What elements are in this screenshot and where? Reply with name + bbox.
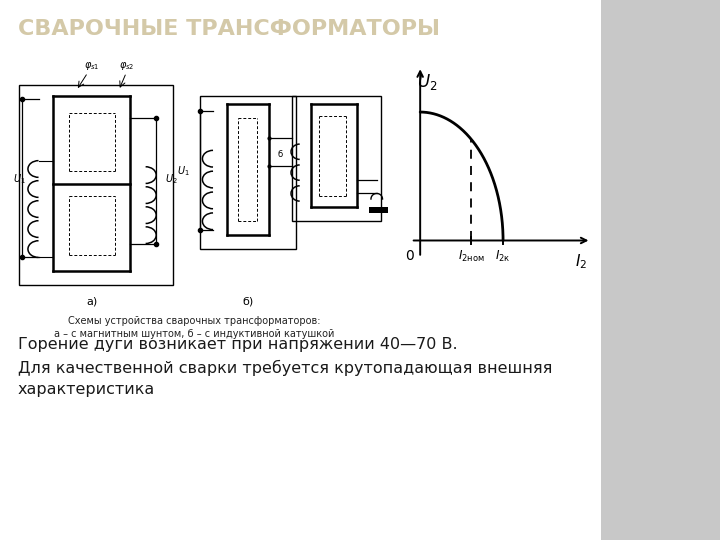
Text: $U_1$: $U_1$: [13, 173, 25, 186]
Text: СВАРОЧНЫЕ ТРАНСФОРМАТОРЫ: СВАРОЧНЫЕ ТРАНСФОРМАТОРЫ: [18, 19, 440, 39]
Text: $U_1$: $U_1$: [177, 164, 190, 178]
Text: $\varphi_{s1}$: $\varphi_{s1}$: [84, 60, 99, 72]
Bar: [292, 96, 381, 221]
Text: $U_2$: $U_2$: [418, 72, 438, 92]
Bar: [601, 0, 720, 540]
Text: б): б): [242, 296, 253, 307]
Text: б: б: [278, 150, 283, 159]
Bar: [19, 85, 173, 285]
Text: $\varphi_{s2}$: $\varphi_{s2}$: [119, 60, 134, 72]
Polygon shape: [369, 207, 388, 213]
Text: Горение дуги возникает при напряжении 40—70 В.
Для качественной сварки требуется: Горение дуги возникает при напряжении 40…: [18, 338, 552, 397]
Text: а): а): [86, 296, 97, 307]
Text: 0: 0: [405, 249, 414, 263]
Bar: [199, 96, 296, 249]
Bar: [11, 40, 396, 319]
Text: $I_{2\mathsf{ном}}$: $I_{2\mathsf{ном}}$: [458, 249, 485, 264]
Text: $I_2$: $I_2$: [575, 252, 588, 271]
Text: $I_{2\mathsf{к}}$: $I_{2\mathsf{к}}$: [495, 249, 510, 264]
Text: Схемы устройства сварочных трансформаторов:
а – с магнитным шунтом, б – с индукт: Схемы устройства сварочных трансформатор…: [54, 316, 335, 339]
Text: $U_2$: $U_2$: [165, 173, 178, 186]
